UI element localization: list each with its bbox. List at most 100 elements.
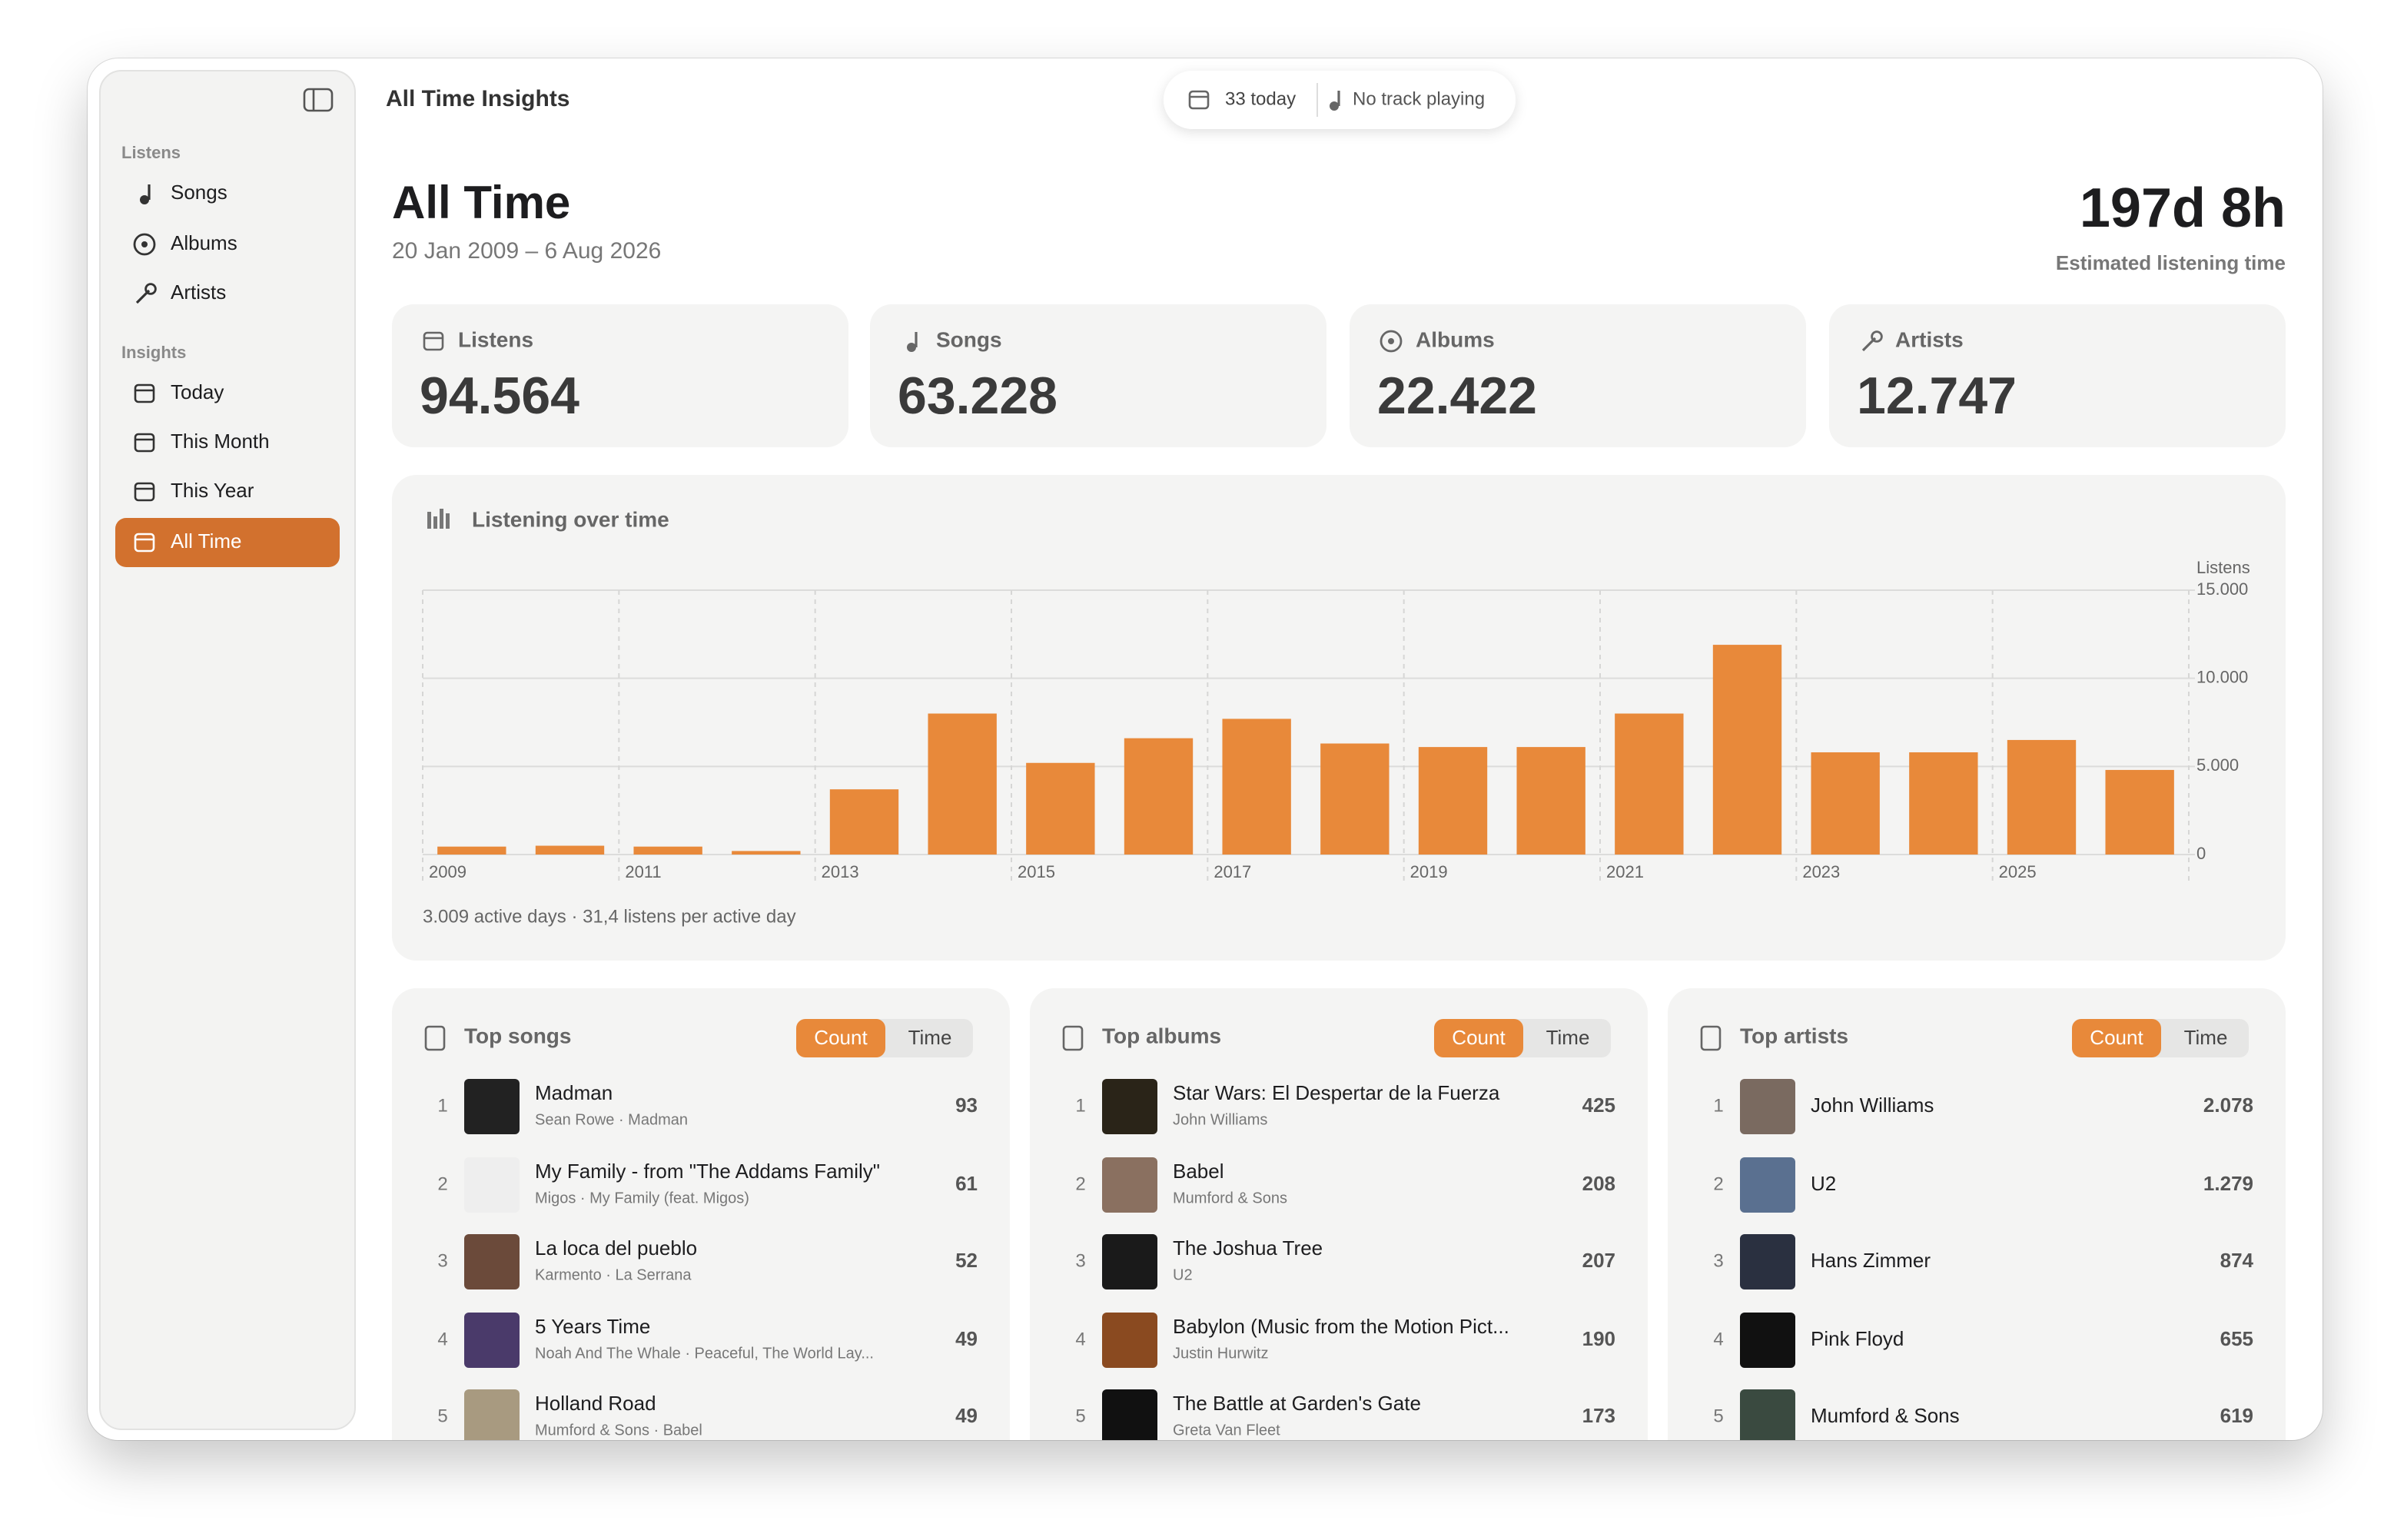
segment-selected[interactable] [1434,1019,1523,1057]
stat-label: Songs [936,327,1002,351]
chart-title: Listening over time [472,507,669,531]
stat-value: 12.747 [1857,367,2017,425]
rank: 1 [1075,1095,1085,1116]
sidebar-item[interactable]: This Year [171,479,254,502]
rank: 2 [1075,1173,1085,1194]
segment-label: Count [814,1026,868,1049]
item-count: 1.279 [2203,1172,2253,1195]
rank: 2 [1713,1173,1723,1194]
total-time-label: Estimated listening time [2056,251,2286,274]
sidebar-item[interactable]: Songs [171,181,227,204]
bar [1320,743,1390,855]
icon [1330,101,1339,111]
icon [446,513,450,529]
rank: 5 [1713,1406,1723,1426]
segment-selected[interactable] [2072,1019,2161,1057]
icon [440,509,443,529]
chart-footnote: 3.009 active days · 31,4 listens per act… [423,906,796,927]
bar [1026,762,1095,855]
icon [433,516,437,529]
y-tick-label: 10.000 [2196,667,2248,686]
item-title: Star Wars: El Despertar de la Fuerza [1173,1081,1500,1104]
x-tick-label: 2021 [1606,862,1644,881]
artwork [1102,1313,1157,1368]
sidebar-item-selected[interactable] [115,518,340,567]
date-range: 20 Jan 2009 – 6 Aug 2026 [392,238,661,264]
item-count: 49 [955,1327,978,1350]
sidebar-section-title: Listens [121,143,181,162]
item-title: Hans Zimmer [1811,1249,1931,1272]
bar [633,846,702,855]
stat-label: Albums [1416,327,1495,351]
icon [1062,1025,1084,1051]
item-title: The Battle at Garden's Gate [1173,1392,1421,1415]
rank: 4 [1713,1329,1723,1349]
icon [134,433,155,453]
icon [133,233,156,256]
item-subtitle: U2 [1173,1266,1193,1283]
sidebar-item[interactable]: All Time [171,529,241,553]
y-tick-label: 5.000 [2196,755,2239,775]
rank: 1 [1713,1095,1723,1116]
artwork [464,1157,520,1213]
icon [140,195,149,204]
x-tick-label: 2025 [1999,862,2037,881]
list-card [1030,988,1648,1440]
rank: 3 [1075,1250,1085,1271]
segment-label: Count [1452,1026,1506,1049]
item-count: 619 [2220,1404,2253,1427]
sidebar-toggle[interactable] [303,88,334,112]
x-tick-label: 2011 [625,862,661,881]
artwork [1102,1389,1157,1440]
icon [144,283,157,295]
item-subtitle: Migos · My Family (feat. Migos) [535,1190,749,1206]
item-subtitle: Greta Van Fleet [1173,1422,1280,1439]
sidebar-item[interactable]: Today [171,380,224,403]
bar [2007,739,2077,855]
rank: 4 [437,1329,447,1349]
x-tick-label: 2013 [822,862,859,881]
artwork [1102,1157,1157,1213]
item-count: 61 [955,1172,978,1195]
bar [535,845,605,855]
rank: 5 [437,1406,447,1426]
stat-card [870,304,1326,447]
bar [732,851,801,855]
list-card [1668,988,2286,1440]
segment-label: Time [1546,1026,1590,1049]
sidebar-item[interactable]: This Month [171,430,270,453]
icon [424,1025,446,1051]
bar [1615,713,1684,855]
x-tick-label: 2015 [1018,862,1055,881]
stat-value: 22.422 [1377,367,1537,425]
artwork [1740,1234,1795,1289]
today-count: 33 today [1225,88,1296,109]
artwork [464,1234,520,1289]
item-count: 173 [1582,1404,1615,1427]
stat-card [392,304,848,447]
list-title: Top songs [464,1024,571,1047]
artwork [1740,1157,1795,1213]
stat-label: Artists [1895,327,1964,351]
artwork [1102,1079,1157,1134]
x-tick-label: 2019 [1410,862,1448,881]
bar [1124,738,1194,855]
item-subtitle: Mumford & Sons · Babel [535,1422,702,1439]
item-title: La loca del pueblo [535,1236,697,1260]
page-title: All Time [392,177,570,228]
sidebar-item[interactable]: Albums [171,231,237,254]
bar [2105,769,2174,855]
list-card [392,988,1010,1440]
item-subtitle: John Williams [1173,1111,1267,1128]
artwork [464,1079,520,1134]
icon [1380,330,1403,353]
segment-label: Time [2184,1026,2228,1049]
item-count: 425 [1582,1094,1615,1117]
icon [427,512,431,529]
sidebar-item[interactable]: Artists [171,280,226,304]
segment-selected[interactable] [796,1019,885,1057]
rank: 2 [437,1173,447,1194]
item-title: Madman [535,1081,613,1104]
item-count: 655 [2220,1327,2253,1350]
